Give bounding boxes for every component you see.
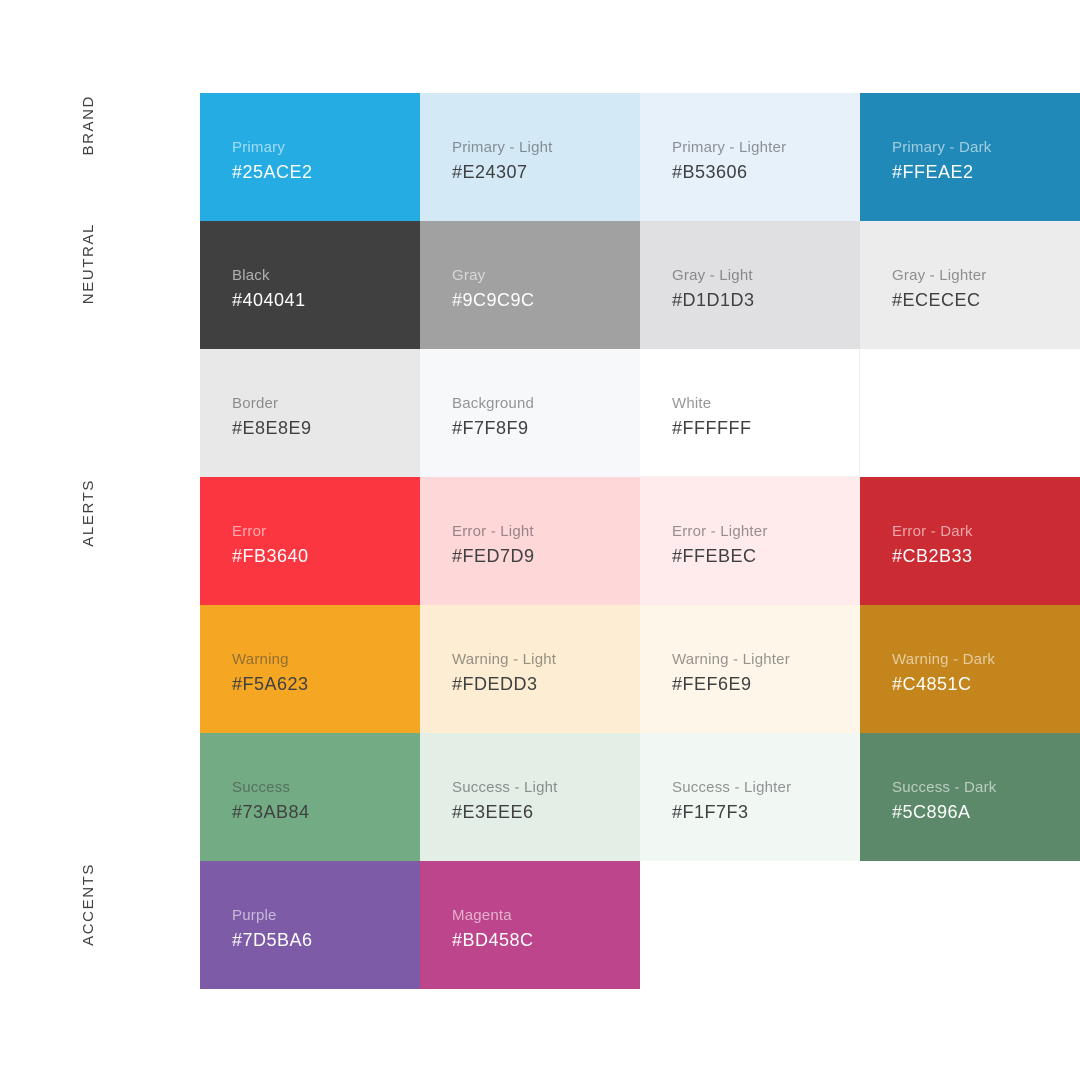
swatch-error-lighter: Error - Lighter #FFEBEC (640, 477, 860, 605)
swatch-hex: #C4851C (892, 673, 972, 694)
swatch-hex: #E24307 (452, 161, 528, 182)
swatch-hex: #FFEAE2 (892, 161, 974, 182)
swatch-name: Primary - Lighter (672, 138, 787, 156)
swatch-name: Background (452, 394, 535, 412)
swatch-warning-lighter: Warning - Lighter #FEF6E9 (640, 605, 860, 733)
swatch-black: Black #404041 (200, 221, 420, 349)
swatch-warning-light: Warning - Light #FDEDD3 (420, 605, 640, 733)
palette-row: Black #404041 Gray #9C9C9C Gray - Light #D1D1… (200, 221, 1080, 349)
swatch-hex: #7D5BA6 (232, 929, 313, 950)
palette-row: Success #73AB84 Success - Light #E3EEE6 Succ… (200, 733, 1080, 861)
swatch-name: Success (232, 778, 291, 796)
swatch-success-light: Success - Light #E3EEE6 (420, 733, 640, 861)
swatch-success: Success #73AB84 (200, 733, 420, 861)
swatch-name: Border (232, 394, 279, 412)
swatch-hex: #E3EEE6 (452, 801, 534, 822)
swatch-error: Error #FB3640 (200, 477, 420, 605)
swatch-name: Success - Lighter (672, 778, 792, 796)
swatch-success-lighter: Success - Lighter #F1F7F3 (640, 733, 860, 861)
swatch-name: Success - Light (452, 778, 558, 796)
swatch-warning: Warning #F5A623 (200, 605, 420, 733)
swatch-hex: #FDEDD3 (452, 673, 538, 694)
swatch-purple: Purple #7D5BA6 (200, 861, 420, 989)
swatch-hex: #F1F7F3 (672, 801, 749, 822)
palette-row: Purple #7D5BA6 Magenta #BD458C (200, 861, 1080, 989)
swatch-name: Black (232, 266, 270, 284)
swatch-hex: #FEF6E9 (672, 673, 752, 694)
swatch-primary-dark: Primary - Dark #FFEAE2 (860, 93, 1080, 221)
swatch-name: Success - Dark (892, 778, 997, 796)
swatch-primary-light: Primary - Light #E24307 (420, 93, 640, 221)
palette-row: Error #FB3640 Error - Light #FED7D9 Error - … (200, 477, 1080, 605)
swatch-name: Primary - Dark (892, 138, 992, 156)
swatch-name: Primary (232, 138, 286, 156)
swatch-gray-light: Gray - Light #D1D1D3 (640, 221, 860, 349)
swatch-hex: #D1D1D3 (672, 289, 755, 310)
swatch-hex: #FFFFFF (672, 417, 752, 438)
swatch-hex: #CB2B33 (892, 545, 973, 566)
swatch-name: Gray (452, 266, 486, 284)
section-label-accents: ACCENTS (80, 863, 97, 946)
swatch-name: Warning - Lighter (672, 650, 790, 668)
swatch-border: Border #E8E8E9 (200, 349, 420, 477)
swatch-background: Background #F7F8F9 (420, 349, 640, 477)
swatch-hex: #ECECEC (892, 289, 981, 310)
swatch-hex: #73AB84 (232, 801, 310, 822)
swatch-name: Warning - Dark (892, 650, 996, 668)
palette-grid: Primary #25ACE2 Primary - Light #E24307 Prim… (200, 93, 1080, 989)
swatch-name: Error - Dark (892, 522, 973, 540)
swatch-error-dark: Error - Dark #CB2B33 (860, 477, 1080, 605)
swatch-name: Error - Light (452, 522, 534, 540)
swatch-name: Magenta (452, 906, 512, 924)
section-label-brand: BRAND (80, 95, 97, 156)
swatch-hex: #5C896A (892, 801, 971, 822)
palette-row: Warning #F5A623 Warning - Light #FDEDD3 Warn… (200, 605, 1080, 733)
swatch-hex: #E8E8E9 (232, 417, 312, 438)
swatch-name: Gray - Light (672, 266, 753, 284)
swatch-name: Error (232, 522, 267, 540)
swatch-name: White (672, 394, 712, 412)
section-label-neutral: NEUTRAL (80, 223, 97, 305)
swatch-name: Primary - Light (452, 138, 553, 156)
swatch-hex: #FB3640 (232, 545, 309, 566)
swatch-name: Purple (232, 906, 277, 924)
swatch-name: Warning (232, 650, 289, 668)
swatch-white: White #FFFFFF (640, 349, 860, 477)
swatch-warning-dark: Warning - Dark #C4851C (860, 605, 1080, 733)
swatch-hex: #9C9C9C (452, 289, 535, 310)
swatch-hex: #B53606 (672, 161, 748, 182)
swatch-magenta: Magenta #BD458C (420, 861, 640, 989)
swatch-hex: #FFEBEC (672, 545, 757, 566)
swatch-primary-lighter: Primary - Lighter #B53606 (640, 93, 860, 221)
swatch-hex: #FED7D9 (452, 545, 535, 566)
swatch-name: Error - Lighter (672, 522, 768, 540)
swatch-gray: Gray #9C9C9C (420, 221, 640, 349)
swatch-name: Warning - Light (452, 650, 557, 668)
swatch-hex: #F7F8F9 (452, 417, 529, 438)
swatch-success-dark: Success - Dark #5C896A (860, 733, 1080, 861)
swatch-hex: #404041 (232, 289, 306, 310)
swatch-error-light: Error - Light #FED7D9 (420, 477, 640, 605)
palette-row: Border #E8E8E9 Background #F7F8F9 White #FFFF… (200, 349, 1080, 477)
palette-row: Primary #25ACE2 Primary - Light #E24307 Prim… (200, 93, 1080, 221)
swatch-hex: #BD458C (452, 929, 534, 950)
swatch-primary: Primary #25ACE2 (200, 93, 420, 221)
swatch-hex: #25ACE2 (232, 161, 313, 182)
swatch-hex: #F5A623 (232, 673, 309, 694)
swatch-gray-lighter: Gray - Lighter #ECECEC (860, 221, 1080, 349)
swatch-name: Gray - Lighter (892, 266, 987, 284)
section-label-alerts: ALERTS (80, 479, 97, 547)
